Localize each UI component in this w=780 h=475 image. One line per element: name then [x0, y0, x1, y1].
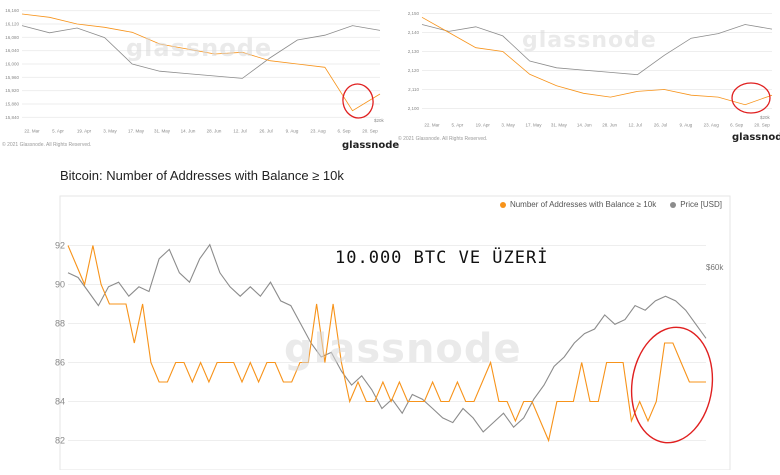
y-tick-label: 16,160	[5, 8, 19, 13]
series-line-price	[421, 24, 773, 76]
x-tick-label: 23. Aug	[704, 123, 720, 128]
price-axis-label: $20k	[760, 115, 771, 120]
chart-top-left: 15,840 15,880 15,920 15,960 16,000 16,040 16,0…	[5, 8, 385, 134]
highlight-circle	[630, 326, 714, 444]
x-tick-label: 31. May	[154, 129, 171, 134]
chart-panel-main: Bitcoin: Number of Addresses with Balanc…	[0, 160, 780, 471]
y-tick-label: 92	[55, 241, 65, 251]
legend-dot-price	[670, 201, 677, 208]
y-tick-label: 86	[55, 358, 65, 368]
x-tick-label: 22. Mar	[424, 123, 440, 128]
y-tick-label: 2,120	[408, 68, 420, 73]
y-tick-label: 15,880	[5, 102, 19, 107]
legend-label-addresses: Number of Addresses with Balance ≥ 10k	[509, 200, 657, 209]
y-tick-label: 2,130	[408, 49, 420, 54]
x-tick-label: 6. Sep	[337, 129, 351, 134]
x-tick-label: 20. Sep	[754, 123, 770, 128]
y-tick-label: 84	[55, 397, 65, 407]
x-tick-label: 9. Aug	[286, 129, 299, 134]
x-tick-label: 9. Aug	[679, 123, 692, 128]
y-tick-label: 16,080	[5, 35, 19, 40]
y-tick-label: 16,040	[5, 48, 19, 53]
copyright: © 2021 Glassnode. All Rights Reserved.	[398, 136, 488, 142]
chart-top-right: 2,100 2,110 2,120 2,130 2,140 2,150 22. Mar 5. …	[408, 11, 773, 128]
legend-label-price: Price [USD]	[680, 200, 722, 209]
chart-frame	[59, 195, 731, 471]
annotation-text: 10.000 BTC VE ÜZERİ	[335, 248, 549, 268]
chart-legend: Number of Addresses with Balance ≥ 10k P…	[499, 200, 722, 209]
x-tick-label: 14. Jun	[181, 129, 196, 134]
x-tick-label: 17. May	[128, 129, 145, 134]
legend-item-addresses: Number of Addresses with Balance ≥ 10k	[499, 200, 657, 209]
highlight-circle	[342, 83, 374, 119]
x-tick-label: 12. Jul	[233, 129, 246, 134]
price-axis-label: $20k	[374, 118, 385, 123]
x-tick-label: 26. Jul	[259, 129, 272, 134]
price-axis-label: $60k	[706, 263, 724, 272]
series-line-price	[67, 243, 707, 433]
y-tick-label: 15,960	[5, 75, 19, 80]
chart-panel-top-left: 15,840 15,880 15,920 15,960 16,000 16,040 16,0…	[0, 0, 399, 160]
x-tick-label: 28. Jun	[602, 123, 617, 128]
y-tick-label: 2,150	[408, 11, 420, 16]
highlight-circle	[731, 82, 771, 114]
x-tick-label: 12. Jul	[628, 123, 641, 128]
x-tick-label: 19. Apr	[77, 129, 92, 134]
x-tick-label: 31. May	[551, 123, 568, 128]
chart-title: Bitcoin: Number of Addresses with Balanc…	[60, 168, 344, 183]
y-tick-label: 15,920	[5, 88, 19, 93]
y-tick-label: 15,840	[5, 115, 19, 120]
series-line-price	[21, 25, 381, 79]
x-tick-label: 20. Sep	[362, 129, 378, 134]
x-tick-label: 19. Apr	[476, 123, 491, 128]
brand-logo: glassnode	[342, 140, 400, 151]
y-tick-label: 2,140	[408, 30, 420, 35]
y-tick-label: 16,000	[5, 62, 19, 67]
x-tick-label: 26. Jul	[654, 123, 667, 128]
series-line-addresses	[421, 16, 773, 106]
x-tick-label: 14. Jun	[577, 123, 592, 128]
x-tick-label: 6. Sep	[730, 123, 744, 128]
x-tick-label: 3. May	[103, 129, 117, 134]
x-tick-label: 17. May	[526, 123, 543, 128]
x-tick-label: 5. Apr	[452, 123, 464, 128]
x-tick-label: 3. May	[501, 123, 515, 128]
series-line-addresses	[67, 245, 706, 443]
x-tick-label: 22. Mar	[24, 129, 40, 134]
copyright: © 2021 Glassnode. All Rights Reserved.	[2, 142, 92, 148]
y-tick-label: 90	[55, 280, 65, 290]
x-tick-label: 23. Aug	[310, 129, 326, 134]
y-tick-label: 2,100	[408, 106, 420, 111]
y-tick-label: 82	[55, 436, 65, 446]
chart-panel-top-right: 2,100 2,110 2,120 2,130 2,140 2,150 22. Mar 5. …	[392, 0, 780, 160]
x-tick-label: 28. Jun	[207, 129, 222, 134]
y-tick-label: 88	[55, 319, 65, 329]
x-tick-label: 5. Apr	[52, 129, 64, 134]
y-tick-label: 2,110	[408, 87, 419, 92]
legend-item-price: Price [USD]	[670, 200, 722, 209]
brand-logo: glassnode	[732, 132, 780, 143]
y-tick-label: 16,120	[5, 22, 19, 27]
series-line-addresses	[21, 13, 381, 112]
legend-dot-addresses	[499, 201, 506, 208]
